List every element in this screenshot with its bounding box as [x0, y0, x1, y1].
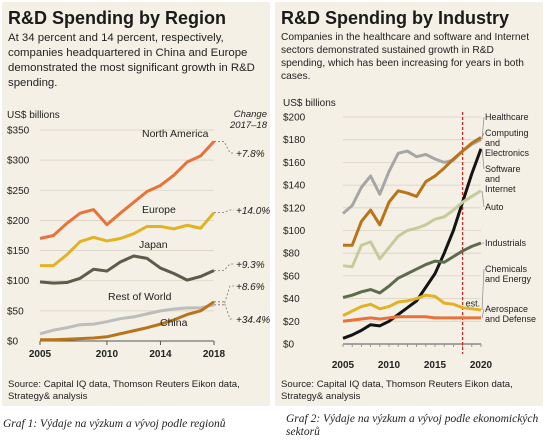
- change-leader-line: [214, 301, 234, 320]
- industry-line-chart: $0 $20 $40 $60 $80 $100 $120 $140 $160 $180 $200 20…: [283, 98, 536, 371]
- series-label-japan: Japan: [139, 239, 168, 251]
- y-tick-label: $50: [7, 306, 24, 317]
- y-tick-label: $0: [7, 337, 19, 348]
- label-leader-line: [481, 148, 485, 170]
- y-tick-label: $300: [7, 156, 30, 167]
- series-label-north-america: North America: [142, 128, 209, 140]
- x-tick-label: 2005: [332, 360, 355, 371]
- region-line-chart: $0 $50 $100 $150 $200 $250 $300 $350 2005 2010 201…: [7, 109, 270, 360]
- label-leader-line: [481, 308, 485, 318]
- change-value-japan: +9.3%: [236, 260, 265, 271]
- series-label-industrials: Industrials: [485, 238, 527, 248]
- figure-caption: Graf 2: Výdaje na výzkum a vývoj podle e…: [286, 413, 539, 438]
- series-label-auto: Auto: [485, 202, 504, 212]
- series-label-rest-of-world: Rest of World: [108, 291, 172, 303]
- series-line-aerospace-and-defense: [342, 315, 481, 323]
- series-line-auto: [342, 189, 482, 269]
- chart-subtitle: Companies in the healthcare and software…: [281, 32, 530, 82]
- y-tick-label: $350: [7, 126, 30, 137]
- change-value-europe: +14.0%: [236, 206, 270, 217]
- chart-subtitle: At 34 percent and 14 percent, respective…: [8, 32, 255, 89]
- x-tick-label: 2020: [470, 360, 493, 371]
- series-label-computing-and-electronics: Computing and Electronics: [485, 128, 530, 158]
- x-tick-label: 2010: [96, 349, 119, 360]
- series-label-chemicals-and-energy: Chemicals and Energy: [485, 264, 532, 284]
- y-tick-label: $250: [7, 186, 30, 197]
- x-tick-label: 2005: [29, 349, 52, 360]
- chart-title: R&D Spending by Region: [8, 8, 226, 28]
- label-leader-line: [481, 190, 485, 208]
- change-value-china: +34.4%: [236, 315, 270, 326]
- chart-source: Source: Capital IQ data, Thomson Reuters…: [8, 379, 240, 402]
- series-line-rest-of-world: [39, 303, 215, 336]
- change-leader-line: [214, 285, 234, 306]
- series-line-japan: [39, 254, 215, 285]
- change-leader-line: [214, 141, 234, 154]
- y-tick-label: $100: [7, 276, 30, 287]
- y-tick-label: $180: [283, 135, 306, 146]
- series-label-software-and-internet: Software and Internet: [485, 164, 521, 194]
- series-label-healthcare: Healthcare: [485, 112, 529, 122]
- series-line-china: [40, 300, 215, 342]
- y-axis-label: US$ billions: [283, 98, 336, 109]
- y-tick-label: $80: [283, 249, 300, 260]
- y-tick-label: $200: [283, 113, 306, 124]
- change-leader-line: [214, 263, 234, 271]
- x-tick-label: 2018: [203, 349, 226, 360]
- chart-source: Source: Capital IQ data, Thomson Reuters…: [281, 379, 513, 402]
- label-leader-line: [481, 268, 485, 310]
- figure-caption: Graf 1: Výdaje na výzkum a vývoj podle r…: [3, 418, 226, 430]
- y-tick-label: $200: [7, 216, 30, 227]
- series-line-europe: [40, 211, 216, 268]
- x-tick-label: 2010: [378, 360, 401, 371]
- series-line-industrials: [342, 241, 482, 299]
- y-axis-label: US$ billions: [7, 110, 60, 121]
- series-line-north-america: [39, 140, 216, 240]
- change-value-north-america: +7.8%: [236, 149, 265, 160]
- series-line-software-and-internet: [342, 148, 483, 340]
- series-line-chemicals-and-energy: [342, 293, 482, 317]
- y-tick-label: $40: [283, 294, 300, 305]
- series-label-aerospace-and-defense: Aerospace and Defense: [485, 304, 536, 324]
- y-tick-label: $0: [283, 340, 295, 351]
- y-tick-label: $150: [7, 246, 30, 257]
- estimate-label: est.: [466, 299, 481, 309]
- region-chart-panel: R&D Spending by Region At 34 percent and…: [2, 2, 270, 406]
- y-tick-label: $60: [283, 271, 300, 282]
- x-tick-label: 2015: [424, 360, 447, 371]
- industry-chart-panel: R&D Spending by Industry Companies in th…: [275, 2, 543, 406]
- series-label-china: China: [160, 317, 188, 329]
- y-tick-label: $140: [283, 181, 306, 192]
- x-tick-label: 2014: [149, 349, 172, 360]
- chart-title: R&D Spending by Industry: [281, 8, 510, 28]
- series-label-europe: Europe: [142, 204, 176, 216]
- change-header-period: 2017–18: [229, 120, 268, 131]
- label-leader-line: [481, 132, 485, 138]
- y-tick-label: $120: [283, 203, 306, 214]
- change-leader-line: [214, 209, 234, 213]
- y-tick-label: $20: [283, 317, 300, 328]
- y-tick-label: $160: [283, 158, 306, 169]
- change-header: Change: [234, 109, 267, 120]
- series-line-computing-and-electronics: [343, 136, 482, 247]
- y-tick-label: $100: [283, 226, 306, 237]
- change-value-rest-of-world: +8.6%: [236, 282, 265, 293]
